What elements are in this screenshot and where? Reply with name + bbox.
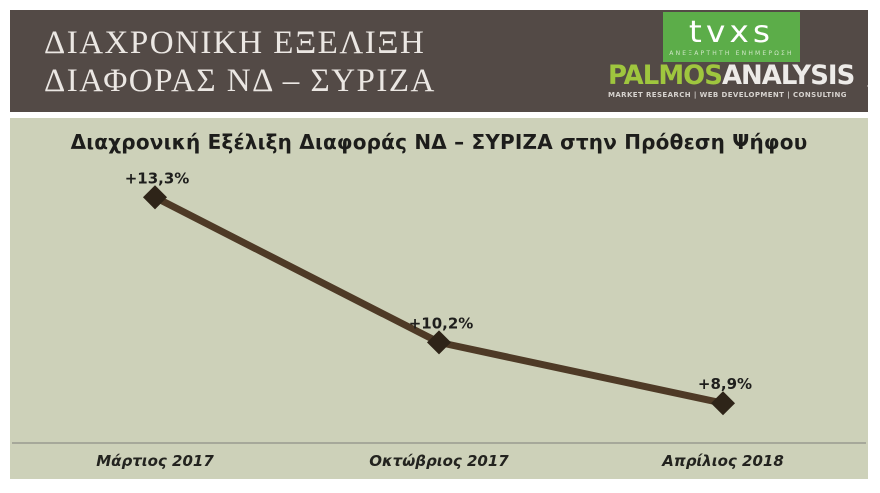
data-point-label: +10,2%: [409, 314, 474, 332]
header-title-line1: ΔΙΑΧΡΟΝΙΚΗ ΕΞΕΛΙΞΗ: [44, 25, 426, 61]
palmos-analysis-logo: PALMOSANALYSIS MARKET RESEARCH | WEB DEV…: [608, 62, 868, 108]
line-chart: +13,3% Μάρτιος 2017 +10,2% Οκτώβριος 2017 +8…: [12, 169, 866, 470]
header-banner: ΔΙΑΧΡΟΝΙΚΗ ΕΞΕΛΙΞΗ ΔΙΑΦΟΡΑΣ ΝΔ – ΣΥΡΙΖΑ …: [10, 10, 868, 112]
palmos-wordmark-white: ANALYSIS: [721, 60, 855, 91]
header-title: ΔΙΑΧΡΟΝΙΚΗ ΕΞΕΛΙΞΗ ΔΙΑΦΟΡΑΣ ΝΔ – ΣΥΡΙΖΑ: [44, 24, 436, 100]
palmos-wordmark: PALMOSANALYSIS: [608, 60, 855, 91]
chart-title: Διαχρονική Εξέλιξη Διαφοράς ΝΔ – ΣΥΡΙΖΑ …: [70, 130, 808, 154]
x-axis-category-label: Μάρτιος 2017: [96, 452, 214, 470]
data-point-label: +8,9%: [698, 375, 752, 393]
x-axis-category-label: Οκτώβριος 2017: [369, 452, 509, 470]
palmos-wordmark-green: PALMOS: [608, 60, 723, 91]
data-point-label: +13,3%: [125, 169, 190, 187]
palmos-tagline: MARKET RESEARCH | WEB DEVELOPMENT | CONS…: [608, 91, 847, 99]
tvxs-wordmark: tvxs: [688, 13, 775, 50]
palmos-text-column: PALMOSANALYSIS MARKET RESEARCH | WEB DEV…: [608, 62, 865, 99]
tvxs-tagline: ΑΝΕΞΑΡΤΗΤΗ ΕΝΗΜΕΡΩΣΗ: [669, 50, 794, 57]
tvxs-logo: tvxs ΑΝΕΞΑΡΤΗΤΗ ΕΝΗΜΕΡΩΣΗ: [663, 12, 800, 62]
data-point-marker: [426, 330, 452, 355]
x-axis-category-label: Απρίλιος 2018: [661, 452, 784, 470]
header-title-line2: ΔΙΑΦΟΡΑΣ ΝΔ – ΣΥΡΙΖΑ: [44, 63, 436, 99]
trend-line: [153, 194, 724, 407]
chart-panel: Διαχρονική Εξέλιξη Διαφοράς ΝΔ – ΣΥΡΙΖΑ …: [10, 118, 868, 479]
palmos-square-p-icon: [866, 85, 868, 87]
data-point-marker: [710, 391, 736, 416]
data-point-marker: [142, 185, 168, 210]
